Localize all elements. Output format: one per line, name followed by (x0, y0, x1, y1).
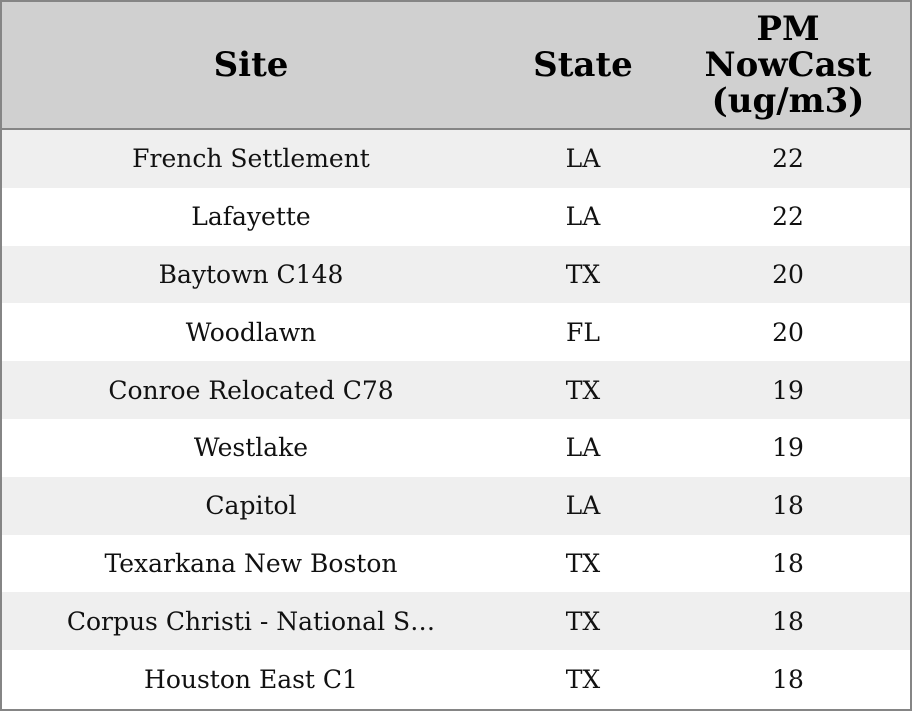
header-row: Site State PM NowCast (ug/m3) (2, 2, 910, 130)
table-cell: Houston East C1 (2, 650, 500, 708)
table-row: Lafayette LA 22 (2, 187, 910, 246)
table-cell: LA (500, 129, 666, 188)
table-cell: TX (500, 650, 666, 708)
table-cell: TX (500, 361, 666, 419)
table-cell: 22 (666, 187, 910, 246)
table-body: French Settlement LA 22 Lafayette LA 22 Baytow… (2, 129, 910, 708)
table-cell: Capitol (2, 476, 500, 535)
table-cell: 18 (666, 592, 910, 651)
table-row: Capitol LA 18 (2, 476, 910, 535)
table-cell: 18 (666, 650, 910, 708)
table-row: French Settlement LA 22 (2, 129, 910, 188)
table-cell: 19 (666, 361, 910, 419)
table-cell: Baytown C148 (2, 245, 500, 304)
table-cell: LA (500, 418, 666, 477)
table-cell: 22 (666, 129, 910, 188)
header-label: State (533, 45, 633, 85)
table-cell: TX (500, 592, 666, 651)
table-cell: Lafayette (2, 187, 500, 246)
table-cell: 20 (666, 303, 910, 362)
header-label: Site (213, 45, 289, 85)
header-label: PM NowCast (ug/m3) (704, 9, 872, 121)
table-row: Woodlawn FL 20 (2, 303, 910, 362)
table-row: Conroe Relocated C78 TX 19 (2, 361, 910, 419)
table-cell: Texarkana New Boston (2, 534, 500, 593)
table-header: Site State PM NowCast (ug/m3) (2, 2, 910, 130)
table-cell: LA (500, 476, 666, 535)
table-cell: 18 (666, 534, 910, 593)
header-cell: State (500, 2, 666, 130)
table-cell: TX (500, 534, 666, 593)
table-cell: FL (500, 303, 666, 362)
table-row: Westlake LA 19 (2, 418, 910, 477)
table-cell: Corpus Christi - National S… (2, 592, 500, 651)
table-cell: Conroe Relocated C78 (2, 361, 500, 419)
table-row: Corpus Christi - National S… TX 18 (2, 592, 910, 651)
table-cell: Woodlawn (2, 303, 500, 362)
table-row: Houston East C1 TX 18 (2, 650, 910, 708)
table-cell: 19 (666, 418, 910, 477)
table-row: Texarkana New Boston TX 18 (2, 534, 910, 593)
table-cell: 18 (666, 476, 910, 535)
header-cell: Site (2, 2, 500, 130)
header-cell: PM NowCast (ug/m3) (666, 2, 910, 130)
table-cell: LA (500, 187, 666, 246)
table-cell: Westlake (2, 418, 500, 477)
table-row: Baytown C148 TX 20 (2, 245, 910, 304)
table-cell: 20 (666, 245, 910, 304)
table-cell: TX (500, 245, 666, 304)
table-cell: French Settlement (2, 129, 500, 188)
